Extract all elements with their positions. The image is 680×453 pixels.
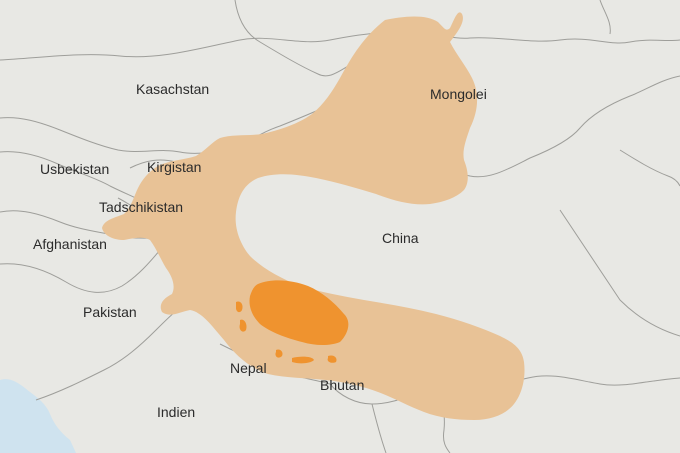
- border-russia-north: [599, 0, 611, 35]
- label-pakistan: Pakistan: [83, 304, 137, 320]
- core-range-patch-5: [327, 355, 337, 363]
- label-china: China: [382, 230, 419, 246]
- border-kazakhstan-south: [0, 117, 241, 154]
- border-uzbekistan: [0, 151, 141, 201]
- border-east-coast: [559, 209, 680, 337]
- species-range: [102, 12, 525, 421]
- border-india-bangladesh: [371, 403, 387, 453]
- sea: [0, 379, 76, 453]
- core-range-patch-3: [275, 349, 283, 358]
- border-kazakhstan-mongolia: [234, 0, 353, 77]
- border-korea: [619, 149, 680, 187]
- label-indien: Indien: [157, 404, 196, 420]
- core-range-patch-2: [239, 319, 247, 332]
- label-afghanistan: Afghanistan: [33, 236, 107, 252]
- label-usbekistan: Usbekistan: [40, 161, 110, 177]
- border-russia-mongolia: [409, 32, 680, 44]
- label-tadschikistan: Tadschikistan: [99, 199, 184, 215]
- core-range-main: [249, 280, 349, 345]
- core-range-patch-4: [292, 356, 314, 364]
- core-range: [236, 280, 349, 364]
- label-kasachstan: Kasachstan: [136, 81, 210, 97]
- label-mongolei: Mongolei: [430, 86, 487, 102]
- label-nepal: Nepal: [230, 360, 267, 376]
- border-afghanistan-north: [0, 210, 161, 241]
- border-russia-kazakhstan: [0, 31, 411, 61]
- core-range-patch-1: [236, 301, 243, 313]
- label-bhutan: Bhutan: [320, 377, 365, 393]
- label-kirgistan: Kirgistan: [147, 159, 202, 175]
